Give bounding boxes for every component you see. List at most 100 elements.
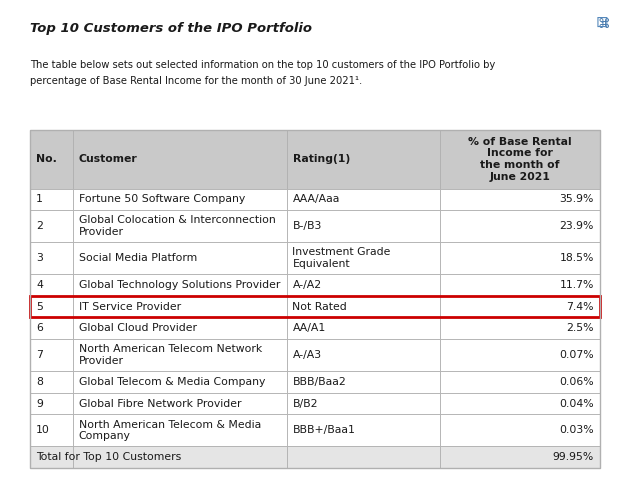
Text: 2.5%: 2.5%: [567, 323, 594, 333]
Text: 10: 10: [36, 426, 50, 435]
Text: Global Fibre Network Provider: Global Fibre Network Provider: [79, 398, 241, 409]
Bar: [30, 210, 73, 242]
Text: 0.06%: 0.06%: [559, 377, 594, 387]
Bar: [286, 446, 441, 468]
Text: 99.95%: 99.95%: [553, 452, 594, 462]
Bar: [73, 446, 286, 468]
Bar: [441, 446, 600, 468]
Text: 6: 6: [36, 323, 43, 333]
Bar: [286, 210, 441, 242]
Text: 23.9%: 23.9%: [560, 221, 594, 231]
Bar: [286, 274, 441, 296]
Bar: [73, 393, 286, 414]
Text: A-/A2: A-/A2: [293, 280, 321, 290]
Bar: [30, 296, 73, 317]
Bar: [286, 188, 441, 210]
Text: 9: 9: [36, 398, 43, 409]
Bar: [286, 393, 441, 414]
Bar: [441, 188, 600, 210]
Bar: [30, 130, 600, 468]
Bar: [73, 414, 286, 446]
Text: ⌘: ⌘: [598, 18, 610, 31]
Bar: [286, 317, 441, 339]
Bar: [286, 339, 441, 371]
Text: 7: 7: [36, 350, 43, 360]
Bar: [73, 296, 286, 317]
Text: Top 10 Customers of the IPO Portfolio: Top 10 Customers of the IPO Portfolio: [30, 22, 312, 35]
Bar: [30, 339, 73, 371]
Text: 5: 5: [36, 301, 43, 312]
Text: 3: 3: [36, 253, 43, 263]
Text: 2: 2: [36, 221, 43, 231]
Text: 35.9%: 35.9%: [560, 195, 594, 204]
Bar: [441, 242, 600, 274]
Text: Social Media Platform: Social Media Platform: [79, 253, 197, 263]
Bar: [30, 242, 73, 274]
Text: 8: 8: [36, 377, 43, 387]
Text: 18.5%: 18.5%: [560, 253, 594, 263]
Bar: [30, 188, 73, 210]
Text: North American Telecom & Media
Company: North American Telecom & Media Company: [79, 420, 261, 441]
Bar: [30, 393, 73, 414]
Text: BBB+/Baa1: BBB+/Baa1: [293, 426, 356, 435]
Text: Global Telecom & Media Company: Global Telecom & Media Company: [79, 377, 265, 387]
Bar: [286, 414, 441, 446]
Text: 1: 1: [36, 195, 43, 204]
Text: ⊡: ⊡: [596, 15, 608, 30]
Bar: [441, 296, 600, 317]
Text: AAA/Aaa: AAA/Aaa: [293, 195, 340, 204]
Text: 4: 4: [36, 280, 43, 290]
Text: No.: No.: [36, 154, 57, 164]
Bar: [441, 414, 600, 446]
Text: BBB/Baa2: BBB/Baa2: [293, 377, 346, 387]
Text: % of Base Rental
Income for
the month of
June 2021: % of Base Rental Income for the month of…: [469, 137, 572, 182]
Text: 0.03%: 0.03%: [559, 426, 594, 435]
Text: A-/A3: A-/A3: [293, 350, 321, 360]
Text: Global Technology Solutions Provider: Global Technology Solutions Provider: [79, 280, 280, 290]
Bar: [30, 446, 73, 468]
Bar: [30, 371, 73, 393]
Text: Rating(1): Rating(1): [293, 154, 349, 164]
Bar: [73, 339, 286, 371]
Text: 0.04%: 0.04%: [559, 398, 594, 409]
Bar: [73, 188, 286, 210]
Bar: [30, 414, 73, 446]
Text: 11.7%: 11.7%: [560, 280, 594, 290]
Bar: [441, 317, 600, 339]
Text: Investment Grade
Equivalent: Investment Grade Equivalent: [293, 247, 391, 269]
Bar: [441, 339, 600, 371]
Bar: [30, 317, 73, 339]
Bar: [30, 274, 73, 296]
Text: Global Cloud Provider: Global Cloud Provider: [79, 323, 197, 333]
Text: Total for Top 10 Customers: Total for Top 10 Customers: [36, 452, 181, 462]
Text: B-/B3: B-/B3: [293, 221, 322, 231]
Bar: [441, 210, 600, 242]
Bar: [441, 371, 600, 393]
Text: AA/A1: AA/A1: [293, 323, 326, 333]
Bar: [441, 130, 600, 188]
Bar: [286, 130, 441, 188]
Text: B/B2: B/B2: [293, 398, 318, 409]
Bar: [73, 274, 286, 296]
Text: The table below sets out selected information on the top 10 customers of the IPO: The table below sets out selected inform…: [30, 60, 495, 70]
Text: North American Telecom Network
Provider: North American Telecom Network Provider: [79, 344, 262, 366]
Bar: [73, 317, 286, 339]
Text: IT Service Provider: IT Service Provider: [79, 301, 181, 312]
Text: percentage of Base Rental Income for the month of 30 June 2021¹.: percentage of Base Rental Income for the…: [30, 76, 363, 86]
Bar: [441, 393, 600, 414]
Text: 7.4%: 7.4%: [567, 301, 594, 312]
Bar: [286, 296, 441, 317]
Text: Fortune 50 Software Company: Fortune 50 Software Company: [79, 195, 245, 204]
Bar: [441, 274, 600, 296]
Bar: [73, 242, 286, 274]
Text: 0.07%: 0.07%: [559, 350, 594, 360]
Bar: [73, 130, 286, 188]
Bar: [73, 210, 286, 242]
Bar: [30, 296, 600, 317]
Bar: [30, 130, 73, 188]
Bar: [73, 371, 286, 393]
Bar: [286, 242, 441, 274]
Text: Not Rated: Not Rated: [293, 301, 347, 312]
Text: Customer: Customer: [79, 154, 137, 164]
Bar: [286, 371, 441, 393]
